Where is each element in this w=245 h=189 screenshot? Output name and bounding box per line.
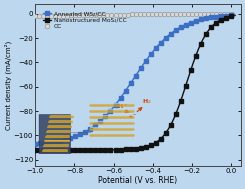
Text: 2H$^+$: 2H$^+$ [112,102,128,111]
Y-axis label: Current density (mA/cm²): Current density (mA/cm²) [4,40,12,129]
Legend: Annealed WS₂/CC, Nanostructured MoS₂/CC, CC: Annealed WS₂/CC, Nanostructured MoS₂/CC,… [40,9,129,32]
X-axis label: Potential (V vs. RHE): Potential (V vs. RHE) [98,176,178,185]
Text: e$^-$: e$^-$ [128,113,138,121]
FancyBboxPatch shape [39,115,71,153]
Text: H$_2$: H$_2$ [142,97,152,106]
